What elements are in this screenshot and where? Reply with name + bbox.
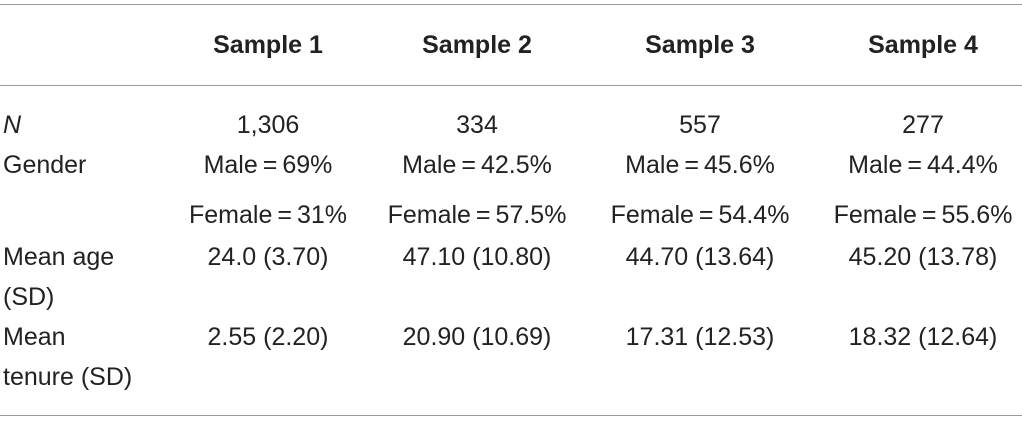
- cell-n-sample-2: 334: [456, 111, 498, 139]
- cell-gender-female-sample-3: Female = 54.4%: [610, 201, 790, 229]
- row-label-n: N: [3, 111, 22, 139]
- cell-gender-female-sample-4: Female = 55.6%: [833, 201, 1013, 229]
- table-top-rule: [0, 4, 1022, 5]
- cell-mean-tenure-sample-2: 20.90 (10.69): [402, 323, 552, 351]
- row-label-gender: Gender: [3, 151, 87, 179]
- cell-n-sample-4: 277: [902, 111, 944, 139]
- cell-n-sample-1: 1,306: [236, 111, 300, 139]
- cell-gender-female-sample-1: Female = 31%: [188, 201, 347, 229]
- cell-gender-male-sample-4: Male = 44.4%: [848, 151, 998, 179]
- table-bottom-rule: [0, 415, 1022, 416]
- cell-gender-male-sample-2: Male = 42.5%: [402, 151, 552, 179]
- cell-mean-age-sample-3: 44.70 (13.64): [625, 243, 775, 271]
- row-label-mean-age-line2: (SD): [3, 283, 55, 311]
- row-label-mean-age-line1: Mean age: [3, 243, 115, 271]
- row-label-mean-tenure-line2: tenure (SD): [3, 363, 133, 391]
- cell-mean-tenure-sample-3: 17.31 (12.53): [625, 323, 775, 351]
- cell-mean-age-sample-4: 45.20 (13.78): [848, 243, 998, 271]
- row-label-mean-tenure-line1: Mean: [3, 323, 66, 351]
- cell-mean-age-sample-2: 47.10 (10.80): [402, 243, 552, 271]
- cell-mean-tenure-sample-4: 18.32 (12.64): [848, 323, 998, 351]
- cell-gender-male-sample-1: Male = 69%: [203, 151, 333, 179]
- table-header-rule: [0, 85, 1022, 86]
- cell-mean-age-sample-1: 24.0 (3.70): [207, 243, 329, 271]
- header-sample-2: Sample 2: [422, 31, 532, 59]
- cell-n-sample-3: 557: [679, 111, 721, 139]
- header-sample-1: Sample 1: [213, 31, 323, 59]
- cell-gender-male-sample-3: Male = 45.6%: [625, 151, 775, 179]
- cell-mean-tenure-sample-1: 2.55 (2.20): [207, 323, 329, 351]
- header-sample-4: Sample 4: [868, 31, 978, 59]
- header-sample-3: Sample 3: [645, 31, 755, 59]
- cell-gender-female-sample-2: Female = 57.5%: [387, 201, 567, 229]
